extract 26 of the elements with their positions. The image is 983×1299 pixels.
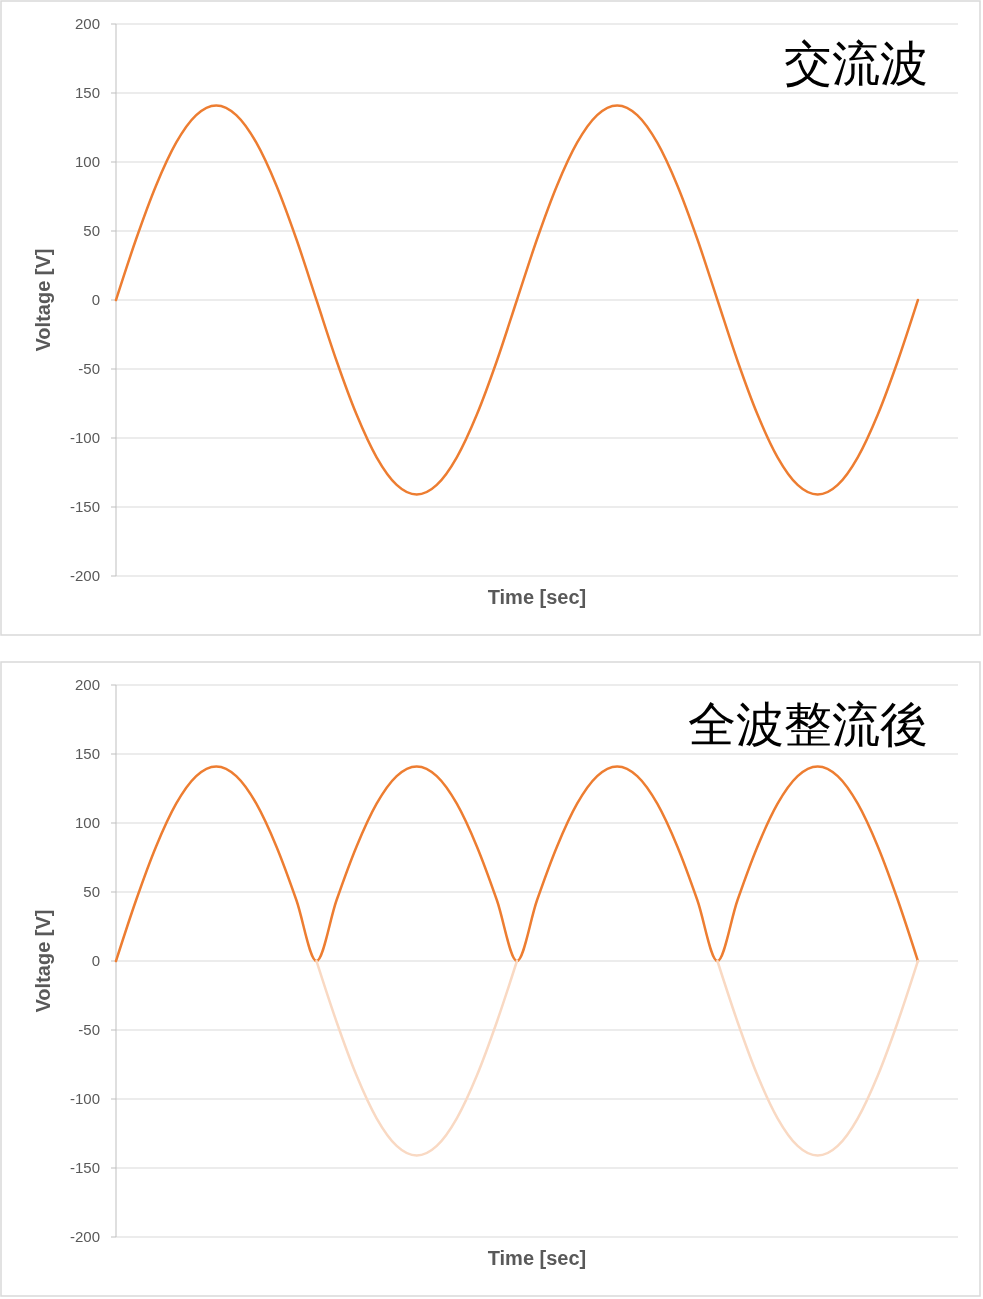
y-tick-label: 0 — [91, 291, 100, 309]
y-tick-label: 150 — [74, 84, 100, 102]
y-tick-label: -200 — [69, 567, 100, 585]
y-axis-title: Voltage [V] — [32, 909, 54, 1013]
y-tick-label: -100 — [69, 1090, 100, 1108]
y-tick-label: 200 — [74, 15, 100, 33]
x-axis-title: Time [sec] — [487, 586, 587, 608]
y-tick-label: -150 — [69, 498, 100, 516]
chart-title: 全波整流後 — [688, 696, 928, 752]
y-tick-label: 50 — [83, 222, 100, 240]
y-tick-label: -150 — [69, 1159, 100, 1177]
line-series — [114, 765, 920, 963]
y-tick-label: 100 — [74, 153, 100, 171]
line-series — [114, 104, 920, 496]
y-axis-title: Voltage [V] — [32, 248, 54, 352]
y-tick-label: 50 — [83, 883, 100, 901]
y-tick-label: 0 — [91, 952, 100, 970]
chart-title: 交流波 — [784, 35, 928, 91]
y-tick-label: -200 — [69, 1228, 100, 1246]
y-tick-label: 200 — [74, 676, 100, 694]
x-axis-title: Time [sec] — [487, 1247, 587, 1269]
y-tick-label: 100 — [74, 814, 100, 832]
y-tick-label: -50 — [78, 1021, 100, 1039]
y-tick-label: 150 — [74, 745, 100, 763]
y-tick-label: -50 — [78, 360, 100, 378]
y-tick-label: -100 — [69, 429, 100, 447]
